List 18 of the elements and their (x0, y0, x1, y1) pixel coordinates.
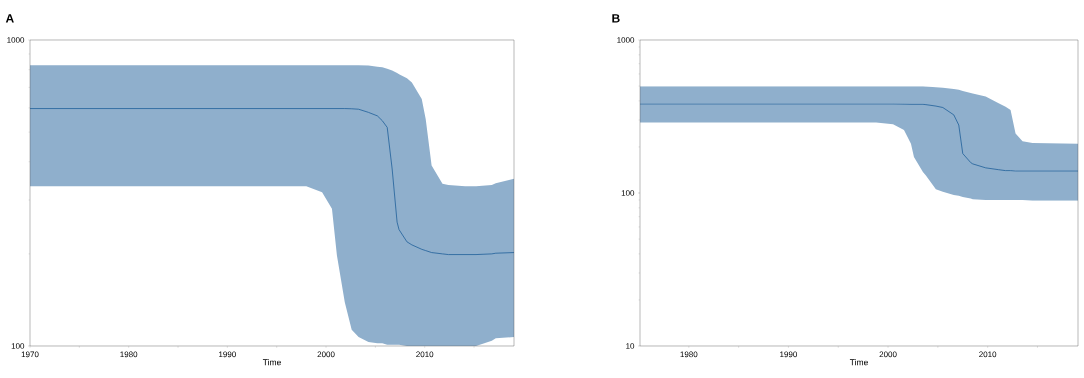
chart-title: A (5, 14, 14, 23)
x-tick-label: 2000 (879, 351, 897, 358)
x-tick-label: 1980 (680, 351, 698, 358)
x-tick-label: 2000 (317, 351, 335, 358)
x-axis-title: Time (262, 359, 281, 366)
y-tick-label: 10 (626, 343, 635, 349)
x-tick-label: 1990 (219, 351, 236, 358)
x-tick-label: 1980 (120, 351, 138, 358)
y-tick-label: 100 (11, 343, 25, 349)
x-tick-label: 2010 (979, 351, 997, 358)
y-tick-label: 1000 (7, 37, 25, 43)
chart-title: B (612, 14, 620, 23)
x-tick-label: 1990 (780, 351, 798, 358)
y-tick-label: 100 (621, 190, 635, 196)
x-tick-label: 1970 (21, 351, 39, 358)
x-axis-title: Time (849, 359, 868, 366)
y-tick-label: 1000 (617, 37, 635, 43)
x-tick-label: 2010 (416, 351, 434, 358)
